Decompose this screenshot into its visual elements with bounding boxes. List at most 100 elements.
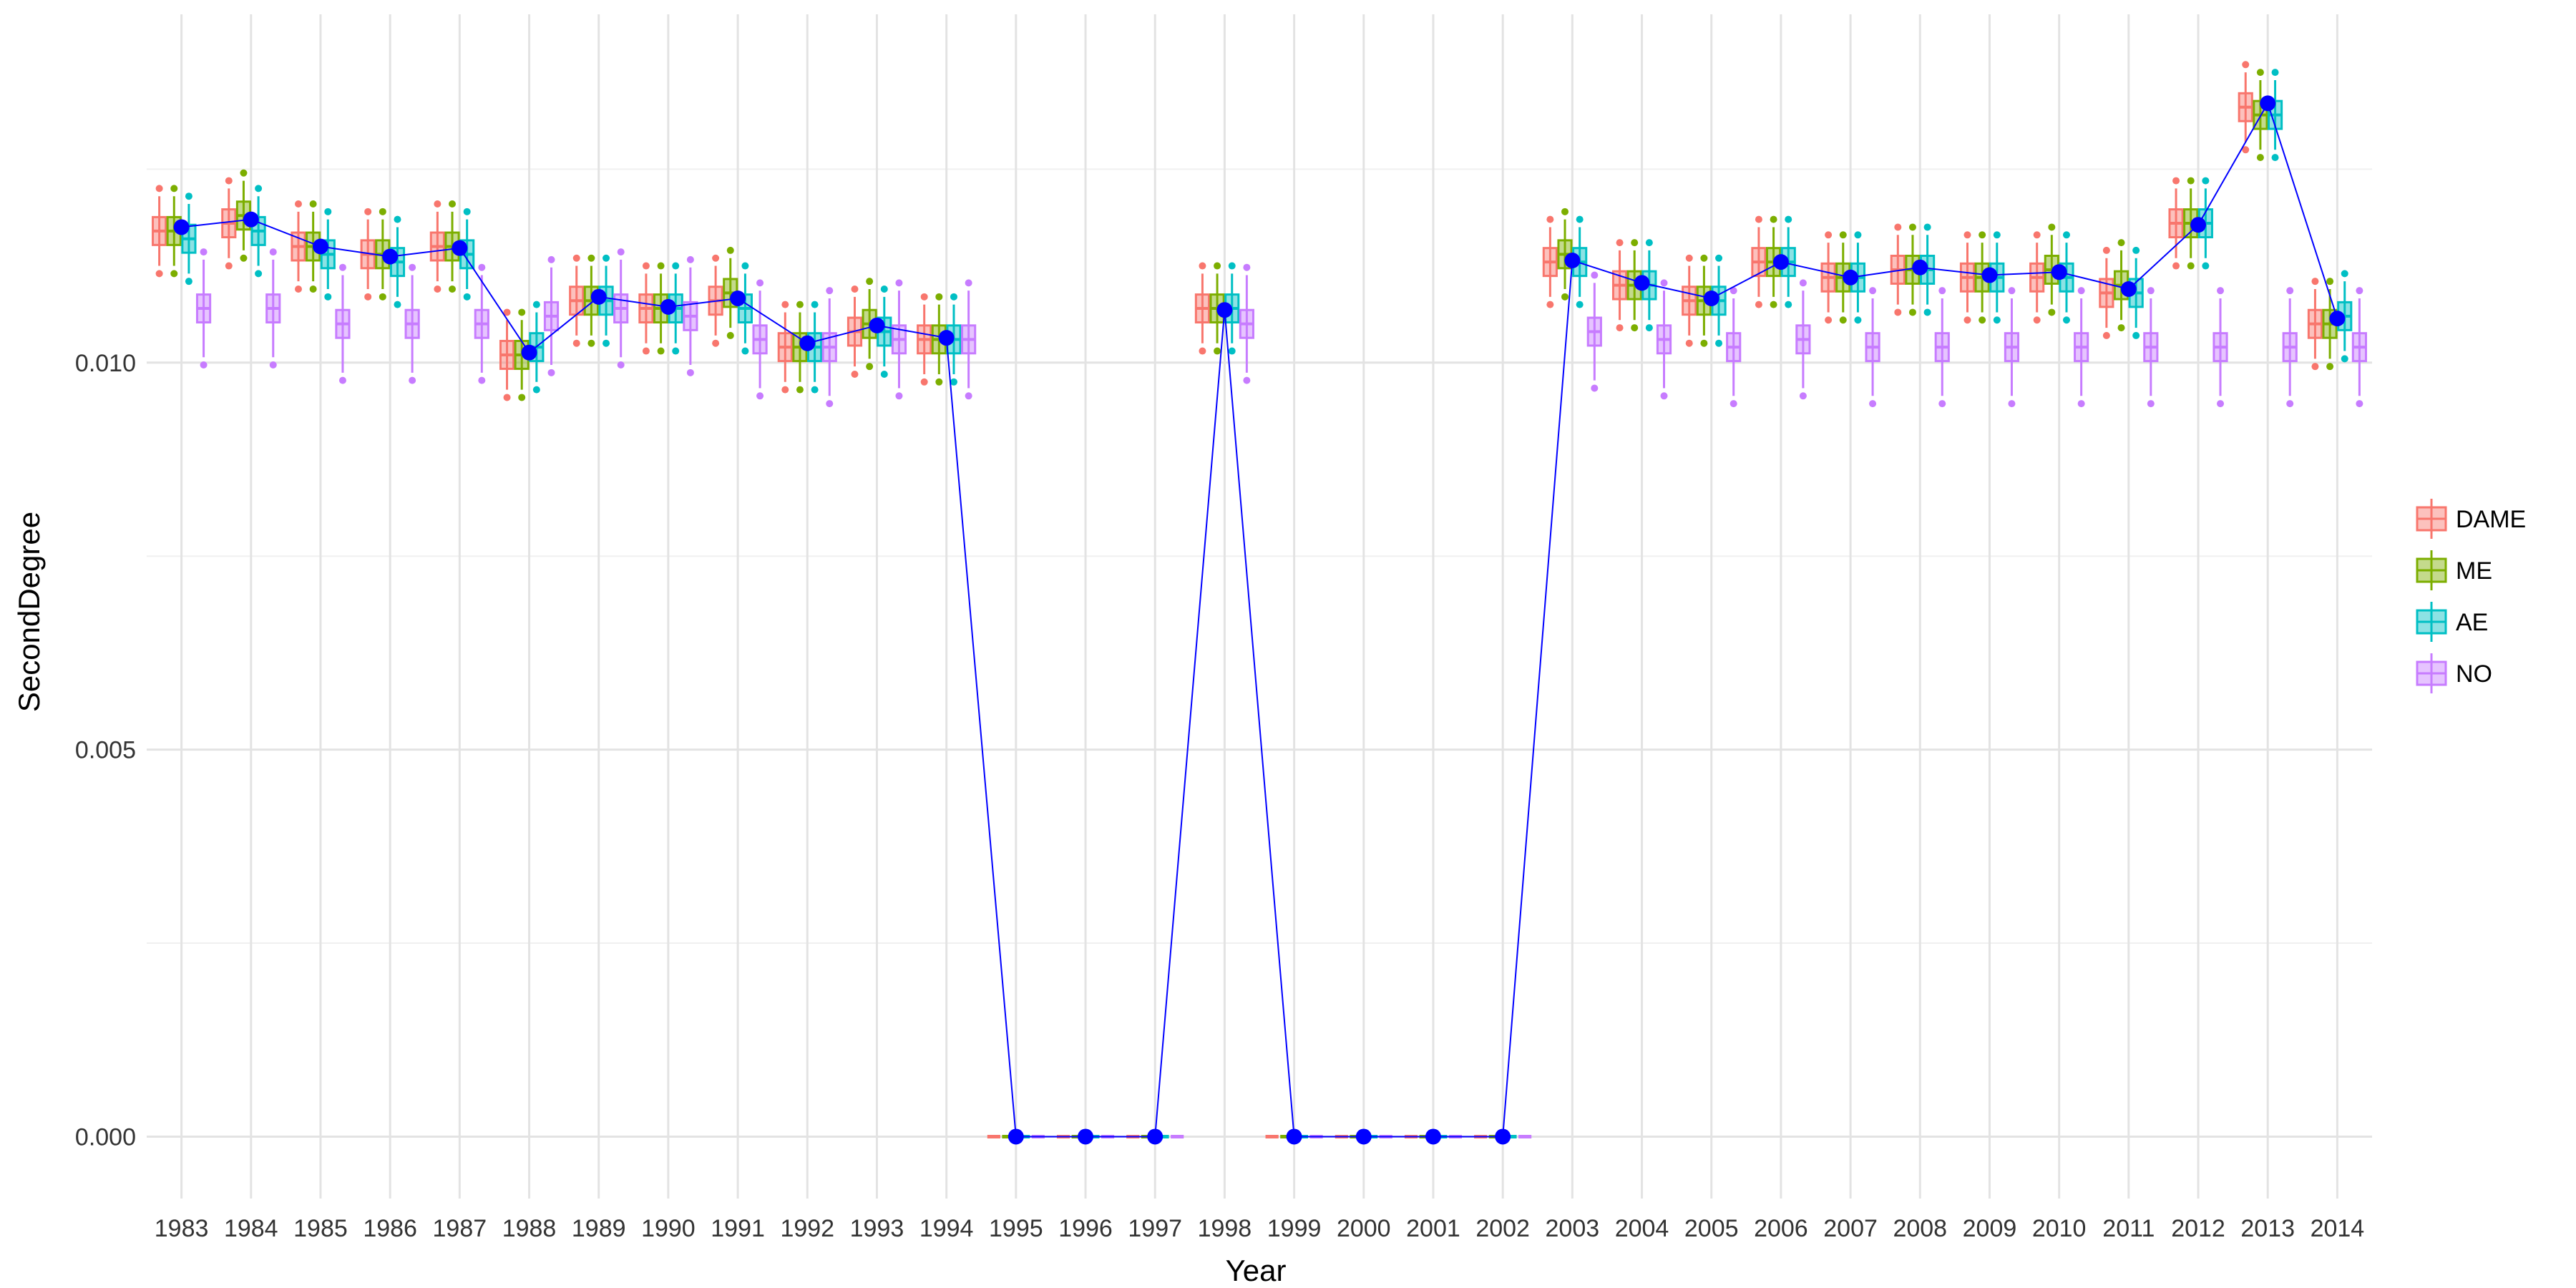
- overlay-point: [1425, 1128, 1441, 1144]
- box-outlier: [1963, 231, 1971, 238]
- box-outlier: [339, 377, 346, 384]
- box-outlier: [518, 394, 525, 401]
- box-outlier: [1199, 348, 1206, 355]
- x-tick-label: 1986: [363, 1215, 417, 1242]
- x-tick-label: 2011: [2102, 1215, 2155, 1242]
- box-outlier: [965, 279, 972, 286]
- box-outlier: [1214, 348, 1221, 355]
- boxplot-no: [684, 256, 697, 376]
- overlay-point: [1634, 275, 1650, 291]
- box-outlier: [672, 263, 679, 270]
- boxplot-no: [2283, 287, 2296, 407]
- box-outlier: [2311, 278, 2318, 285]
- box-outlier: [2217, 400, 2224, 407]
- box-outlier: [1661, 279, 1668, 286]
- box-outlier: [618, 248, 625, 255]
- box-outlier: [1576, 301, 1584, 308]
- box-outlier: [2202, 263, 2209, 270]
- box-outlier: [881, 286, 888, 293]
- box-outlier: [851, 371, 858, 378]
- y-tick-label: 0.005: [75, 737, 136, 764]
- box-outlier: [1631, 324, 1638, 331]
- box-outlier: [921, 293, 928, 301]
- box-outlier: [1686, 255, 1693, 262]
- box-outlier: [2311, 363, 2318, 370]
- box-outlier: [712, 255, 719, 262]
- box-outlier: [1800, 279, 1807, 286]
- box-outlier: [1616, 324, 1624, 331]
- boxplot-dame: [223, 177, 235, 270]
- overlay-point: [1912, 260, 1928, 275]
- overlay-point: [452, 240, 467, 256]
- box-outlier: [2034, 316, 2041, 323]
- boxplot-dame: [1196, 263, 1209, 355]
- boxplot-no: [892, 279, 905, 399]
- box-outlier: [1561, 208, 1568, 215]
- boxplot-dame: [2170, 177, 2182, 270]
- gridlines: [147, 14, 2372, 1199]
- x-tick-label: 2009: [1963, 1215, 2017, 1242]
- box-outlier: [185, 278, 192, 285]
- x-tick-label: 1994: [919, 1215, 974, 1242]
- box-outlier: [1894, 308, 1901, 316]
- box-outlier: [1963, 316, 1971, 323]
- box-outlier: [1686, 340, 1693, 347]
- boxplot-no: [1727, 287, 1740, 407]
- boxplots: [153, 61, 2366, 1136]
- box-outlier: [811, 301, 819, 308]
- box-outlier: [1755, 301, 1762, 308]
- overlay-point: [1216, 302, 1232, 318]
- boxplot-no: [406, 264, 419, 384]
- box-outlier: [2242, 61, 2249, 68]
- boxplot-ae: [182, 192, 195, 285]
- box-outlier: [2257, 154, 2264, 161]
- box-outlier: [602, 340, 610, 347]
- box-outlier: [1591, 384, 1598, 391]
- box-outlier: [727, 332, 734, 339]
- overlay-point: [1495, 1128, 1511, 1144]
- overlay-point: [730, 291, 746, 306]
- boxplot-dame: [1683, 255, 1696, 347]
- box-outlier: [1755, 216, 1762, 223]
- x-tick-label: 2012: [2171, 1215, 2225, 1242]
- boxplot-dame: [1752, 216, 1765, 308]
- boxplot-dame: [431, 200, 444, 293]
- legend-label: AE: [2456, 609, 2488, 636]
- boxplot-no: [2145, 287, 2157, 407]
- box-outlier: [464, 293, 471, 301]
- overlay-point: [799, 336, 815, 351]
- x-tick-label: 1993: [850, 1215, 904, 1242]
- overlay-point: [1008, 1128, 1024, 1144]
- box-outlier: [1616, 239, 1624, 246]
- box-outlier: [935, 379, 942, 386]
- box-outlier: [712, 340, 719, 347]
- box-outlier: [255, 270, 262, 277]
- box-outlier: [1825, 316, 1832, 323]
- box-outlier: [1229, 348, 1236, 355]
- box-outlier: [2172, 177, 2180, 185]
- box-outlier: [687, 256, 694, 263]
- box-outlier: [935, 293, 942, 301]
- box-outlier: [895, 279, 902, 286]
- overlay-point: [174, 219, 190, 235]
- boxplot-no: [2005, 287, 2018, 407]
- box-outlier: [2048, 308, 2055, 316]
- box-outlier: [310, 286, 317, 293]
- box-outlier: [156, 270, 163, 277]
- box-outlier: [2008, 400, 2015, 407]
- box-outlier: [240, 170, 247, 177]
- boxplot-ae: [321, 208, 334, 301]
- overlay-point: [869, 318, 884, 333]
- box-outlier: [1825, 231, 1832, 238]
- box-outlier: [756, 392, 763, 399]
- box-outlier: [225, 263, 233, 270]
- boxplot-dame: [779, 301, 791, 394]
- box-outlier: [1979, 316, 1986, 323]
- boxplot-no: [2214, 287, 2227, 407]
- box-outlier: [518, 308, 525, 316]
- x-axis-title: Year: [1226, 1254, 1287, 1287]
- box-outlier: [324, 208, 331, 215]
- box-outlier: [1785, 216, 1792, 223]
- box-outlier: [1700, 340, 1707, 347]
- box-outlier: [672, 348, 679, 355]
